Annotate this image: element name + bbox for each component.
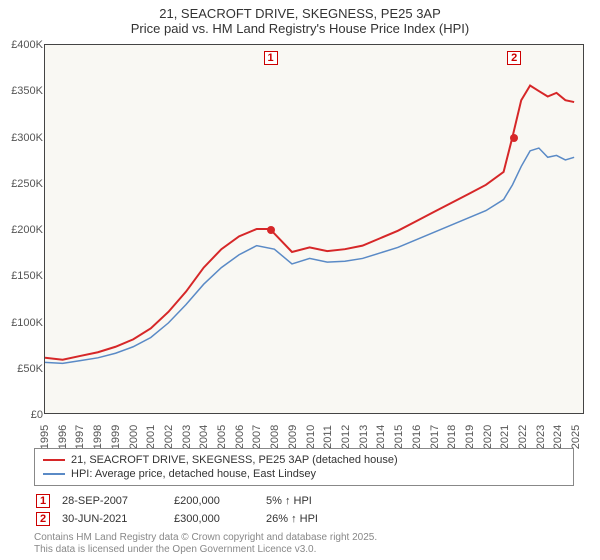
series-line bbox=[45, 85, 574, 359]
y-axis-label: £150K bbox=[1, 270, 43, 282]
x-axis-label: 2019 bbox=[464, 425, 476, 449]
footer-attribution: Contains HM Land Registry data © Crown c… bbox=[34, 532, 377, 556]
x-axis-label: 2022 bbox=[517, 425, 529, 449]
y-axis-label: £250K bbox=[1, 178, 43, 190]
y-axis-label: £400K bbox=[1, 39, 43, 51]
x-axis-label: 1996 bbox=[57, 425, 69, 449]
x-axis-label: 2011 bbox=[322, 425, 334, 449]
transaction-marker-label: 2 bbox=[507, 51, 521, 65]
x-axis-label: 2017 bbox=[429, 425, 441, 449]
transaction-price: £200,000 bbox=[174, 495, 254, 507]
x-axis-label: 2016 bbox=[411, 425, 423, 449]
plot-area: £0£50K£100K£150K£200K£250K£300K£350K£400… bbox=[44, 44, 584, 414]
x-axis-label: 1998 bbox=[92, 425, 104, 449]
transaction-delta: 5% ↑ HPI bbox=[266, 495, 346, 507]
transaction-marker-label: 1 bbox=[264, 51, 278, 65]
x-axis-label: 2014 bbox=[375, 425, 387, 449]
x-axis-label: 1999 bbox=[110, 425, 122, 449]
x-axis-label: 2015 bbox=[393, 425, 405, 449]
x-axis-label: 2001 bbox=[145, 425, 157, 449]
x-axis-label: 2003 bbox=[181, 425, 193, 449]
x-axis-label: 2013 bbox=[358, 425, 370, 449]
x-axis-label: 2018 bbox=[446, 425, 458, 449]
transaction-list: 1 28-SEP-2007 £200,000 5% ↑ HPI 2 30-JUN-2021… bbox=[34, 492, 574, 528]
footer-line2: This data is licensed under the Open Gov… bbox=[34, 544, 377, 556]
transaction-date: 28-SEP-2007 bbox=[62, 495, 162, 507]
transaction-price: £300,000 bbox=[174, 513, 254, 525]
line-plot bbox=[45, 45, 583, 413]
legend-swatch bbox=[43, 459, 65, 461]
series-line bbox=[45, 148, 574, 363]
legend-label: 21, SEACROFT DRIVE, SKEGNESS, PE25 3AP (… bbox=[71, 454, 398, 466]
legend-label: HPI: Average price, detached house, East… bbox=[71, 468, 316, 480]
transaction-row: 1 28-SEP-2007 £200,000 5% ↑ HPI bbox=[34, 492, 574, 510]
x-axis-label: 2025 bbox=[570, 425, 582, 449]
legend-block: 21, SEACROFT DRIVE, SKEGNESS, PE25 3AP (… bbox=[34, 448, 574, 528]
x-axis-label: 2020 bbox=[482, 425, 494, 449]
x-axis-label: 2024 bbox=[552, 425, 564, 449]
y-axis-label: £200K bbox=[1, 224, 43, 236]
x-axis-label: 2012 bbox=[340, 425, 352, 449]
y-axis-label: £50K bbox=[1, 363, 43, 375]
x-axis-label: 2006 bbox=[234, 425, 246, 449]
x-axis-label: 1997 bbox=[74, 425, 86, 449]
series-legend: 21, SEACROFT DRIVE, SKEGNESS, PE25 3AP (… bbox=[34, 448, 574, 486]
x-axis-label: 2021 bbox=[499, 425, 511, 449]
x-axis-label: 1995 bbox=[39, 425, 51, 449]
x-axis-label: 2004 bbox=[198, 425, 210, 449]
chart-title: 21, SEACROFT DRIVE, SKEGNESS, PE25 3AP bbox=[0, 0, 600, 21]
transaction-date: 30-JUN-2021 bbox=[62, 513, 162, 525]
y-axis-label: £0 bbox=[1, 409, 43, 421]
x-axis-label: 2002 bbox=[163, 425, 175, 449]
x-axis-label: 2000 bbox=[128, 425, 140, 449]
legend-swatch bbox=[43, 473, 65, 475]
footer-line1: Contains HM Land Registry data © Crown c… bbox=[34, 532, 377, 544]
chart-container: 21, SEACROFT DRIVE, SKEGNESS, PE25 3AP P… bbox=[0, 0, 600, 560]
transaction-marker-dot bbox=[510, 134, 518, 142]
y-axis-label: £300K bbox=[1, 132, 43, 144]
transaction-index: 2 bbox=[36, 512, 50, 526]
y-axis-label: £350K bbox=[1, 85, 43, 97]
transaction-row: 2 30-JUN-2021 £300,000 26% ↑ HPI bbox=[34, 510, 574, 528]
transaction-index: 1 bbox=[36, 494, 50, 508]
legend-row: 21, SEACROFT DRIVE, SKEGNESS, PE25 3AP (… bbox=[43, 453, 565, 467]
x-axis-label: 2010 bbox=[305, 425, 317, 449]
x-axis-label: 2009 bbox=[287, 425, 299, 449]
transaction-marker-dot bbox=[267, 226, 275, 234]
y-axis-label: £100K bbox=[1, 317, 43, 329]
x-axis-label: 2005 bbox=[216, 425, 228, 449]
x-axis-label: 2008 bbox=[269, 425, 281, 449]
x-axis-label: 2023 bbox=[535, 425, 547, 449]
x-axis-label: 2007 bbox=[251, 425, 263, 449]
legend-row: HPI: Average price, detached house, East… bbox=[43, 467, 565, 481]
chart-subtitle: Price paid vs. HM Land Registry's House … bbox=[0, 21, 600, 40]
transaction-delta: 26% ↑ HPI bbox=[266, 513, 346, 525]
